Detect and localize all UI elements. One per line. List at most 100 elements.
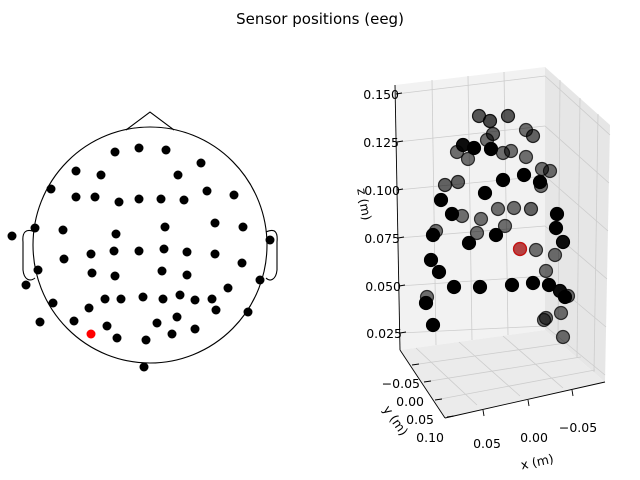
x-tick-label: 0.05 — [473, 436, 501, 451]
sensor-point — [202, 186, 212, 196]
sensor-point-3d — [549, 206, 565, 222]
sensor-point-3d — [495, 145, 511, 161]
sensor-point — [207, 294, 217, 304]
sensor-point-3d — [533, 178, 549, 194]
z-tick-label: 0.125 — [363, 135, 399, 150]
sensor-point — [58, 225, 68, 235]
sensor-point — [110, 271, 120, 281]
sensor-point-3d — [488, 227, 504, 243]
sensor-point-3d — [560, 288, 576, 304]
sensor-point — [160, 222, 170, 232]
sensor-point-3d — [542, 163, 558, 179]
sensor-point — [90, 192, 100, 202]
sensor-point — [141, 335, 151, 345]
panel-3d: 0.150 0.125 0.100 0.075 0.050 0.025 z (m… — [354, 67, 611, 473]
z-axis-ticks: 0.150 0.125 0.100 0.075 0.050 0.025 — [363, 87, 407, 341]
sensor-point — [71, 166, 81, 176]
sensor-point-3d-highlighted — [512, 241, 528, 257]
sensor-point — [172, 312, 182, 322]
sensor-point-3d — [418, 295, 434, 311]
sensor-point — [111, 229, 121, 239]
topomap-sensors — [7, 143, 275, 372]
sensor-point-3d — [538, 263, 554, 279]
sensor-point — [190, 295, 200, 305]
sensor-point-3d — [490, 201, 506, 217]
sensor-point-3d — [523, 201, 539, 217]
sensor-point — [265, 235, 275, 245]
sensor-point-3d — [516, 167, 532, 183]
sensor-point-3d — [528, 242, 544, 258]
sensor-point — [114, 197, 124, 207]
sensor-point — [102, 321, 112, 331]
sensor-point-3d — [495, 172, 511, 188]
sensor-point — [116, 294, 126, 304]
sensor-point — [237, 258, 247, 268]
sensor-point — [69, 316, 79, 326]
sensor-point — [238, 222, 248, 232]
sensor-point — [7, 231, 17, 241]
sensor-point-3d — [500, 108, 516, 124]
y-tick-label: 0.00 — [396, 394, 424, 409]
sensor-point — [112, 333, 122, 343]
sensor-point-3d — [469, 225, 485, 241]
sensor-point-3d — [525, 275, 541, 291]
sensor-point — [211, 305, 221, 315]
y-tick-label: 0.05 — [406, 412, 434, 427]
sensor-point — [179, 195, 189, 205]
sensor-point — [255, 275, 265, 285]
x-axis-label: x (m) — [519, 451, 555, 473]
pane-floor — [400, 330, 605, 418]
sensor-point-3d — [431, 264, 447, 280]
left-ear-outline — [22, 229, 36, 281]
sensor-point — [156, 194, 166, 204]
sensor-point — [110, 147, 120, 157]
sensors-3d — [418, 108, 576, 345]
sensor-point — [210, 249, 220, 259]
sensor-point — [86, 249, 96, 259]
y-tick-label: 0.10 — [416, 430, 444, 445]
sensor-point-3d — [541, 277, 557, 293]
sensor-point-3d — [482, 113, 498, 129]
sensor-point-3d — [461, 235, 477, 251]
sensor-point-3d — [473, 211, 489, 227]
figure-title: Sensor positions (eeg) — [236, 10, 404, 28]
sensor-point-3d — [446, 279, 462, 295]
sensor-point — [21, 280, 31, 290]
sensor-point — [210, 218, 220, 228]
axes-3d — [394, 84, 606, 419]
sensor-point — [190, 324, 200, 334]
sensor-point-3d — [466, 140, 482, 156]
z-tick-label: 0.150 — [363, 87, 399, 102]
sensor-point — [223, 283, 233, 293]
sensor-point — [152, 318, 162, 328]
z-tick-label: 0.100 — [364, 183, 400, 198]
sensor-point — [48, 298, 58, 308]
sensor-point-3d — [553, 305, 569, 321]
z-tick-label: 0.050 — [365, 279, 401, 294]
sensor-point — [87, 268, 97, 278]
sensor-point — [134, 194, 144, 204]
head-nose-outline — [125, 111, 175, 131]
sensor-point — [175, 290, 185, 300]
z-tick-label: 0.075 — [364, 231, 400, 246]
sensor-point-3d — [547, 247, 563, 263]
topomap-panel — [7, 111, 278, 372]
sensor-point-3d — [536, 312, 552, 328]
sensor-point-3d — [425, 317, 441, 333]
sensor-point — [134, 246, 144, 256]
sensor-point — [243, 307, 253, 317]
sensor-point — [84, 303, 94, 313]
sensor-point-3d — [477, 185, 493, 201]
sensor-point — [138, 292, 148, 302]
sensor-point-3d — [437, 177, 453, 193]
sensor-point — [158, 294, 168, 304]
sensor-point — [59, 254, 69, 264]
sensor-point-3d — [504, 277, 520, 293]
sensor-point — [182, 247, 192, 257]
x-axis-ticks: 0.05 0.00 −0.05 — [473, 389, 597, 451]
z-tick-label: 0.025 — [366, 326, 402, 341]
pane-back-right — [545, 67, 610, 382]
sensor-point — [100, 294, 110, 304]
right-ear-outline — [265, 229, 278, 281]
sensor-point-3d — [449, 144, 465, 160]
